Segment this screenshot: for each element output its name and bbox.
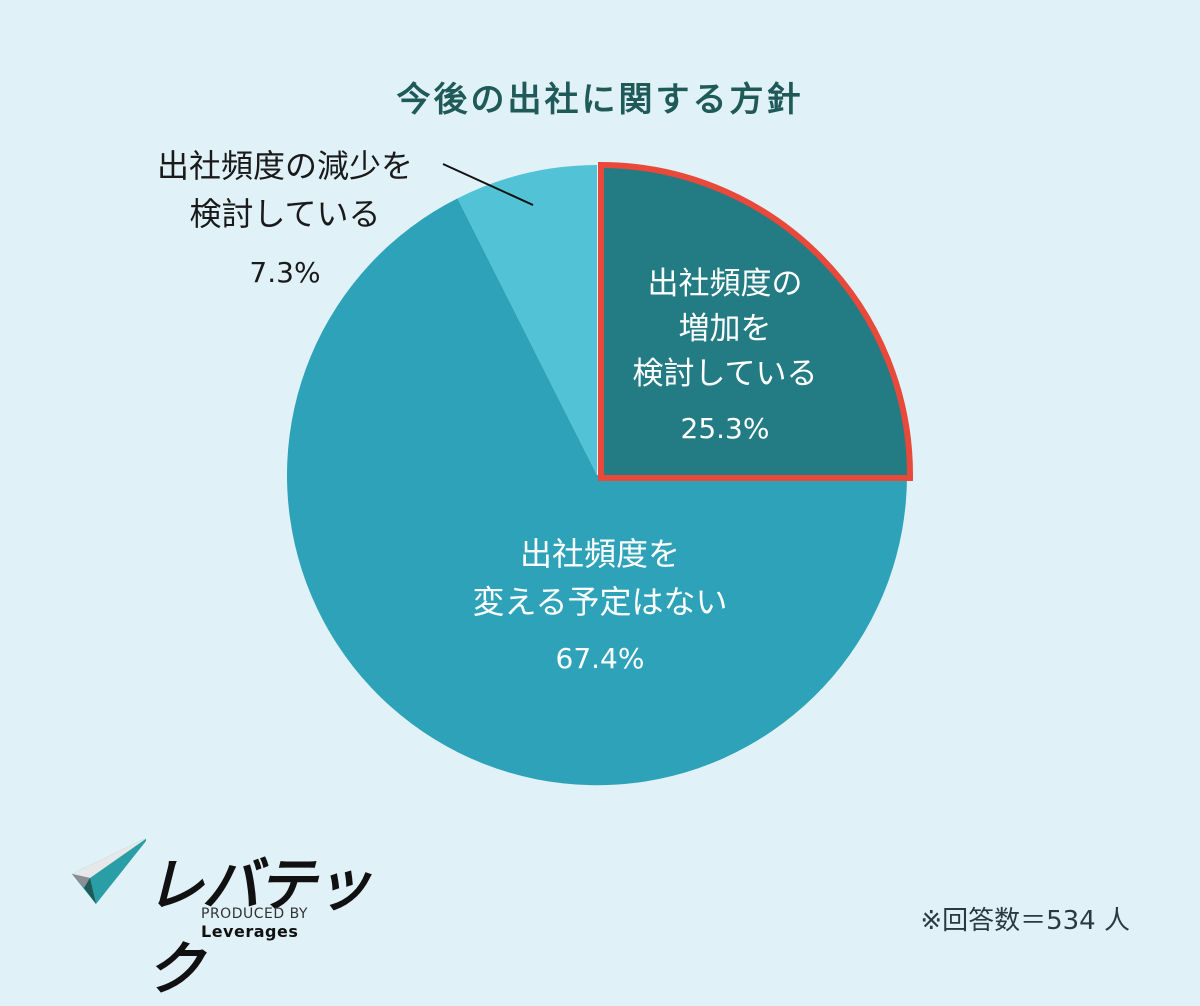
levtech-logo: レバテック PRODUCED BY Leverages: [66, 838, 396, 1003]
label-decrease: 出社頻度の減少を 検討している 7.3%: [130, 142, 440, 294]
slice-decrease: [457, 165, 597, 475]
logo-produced-by: PRODUCED BY Leverages: [201, 906, 308, 941]
slice-keep: [287, 198, 908, 786]
chart-title: 今後の出社に関する方針: [396, 80, 804, 120]
paper-plane-icon: [72, 838, 146, 904]
label-keep: 出社頻度を 変える予定はない 67.4%: [420, 530, 780, 680]
respondent-count-note: ※回答数＝534 人: [920, 906, 1130, 936]
label-increase: 出社頻度の 増加を 検討している 25.3%: [610, 262, 840, 449]
slice-increase-highlighted: [598, 161, 914, 481]
pct-increase: 25.3%: [680, 411, 770, 445]
leader-line: [442, 163, 534, 206]
pct-decrease: 7.3%: [249, 256, 321, 289]
pct-keep: 67.4%: [555, 642, 645, 675]
